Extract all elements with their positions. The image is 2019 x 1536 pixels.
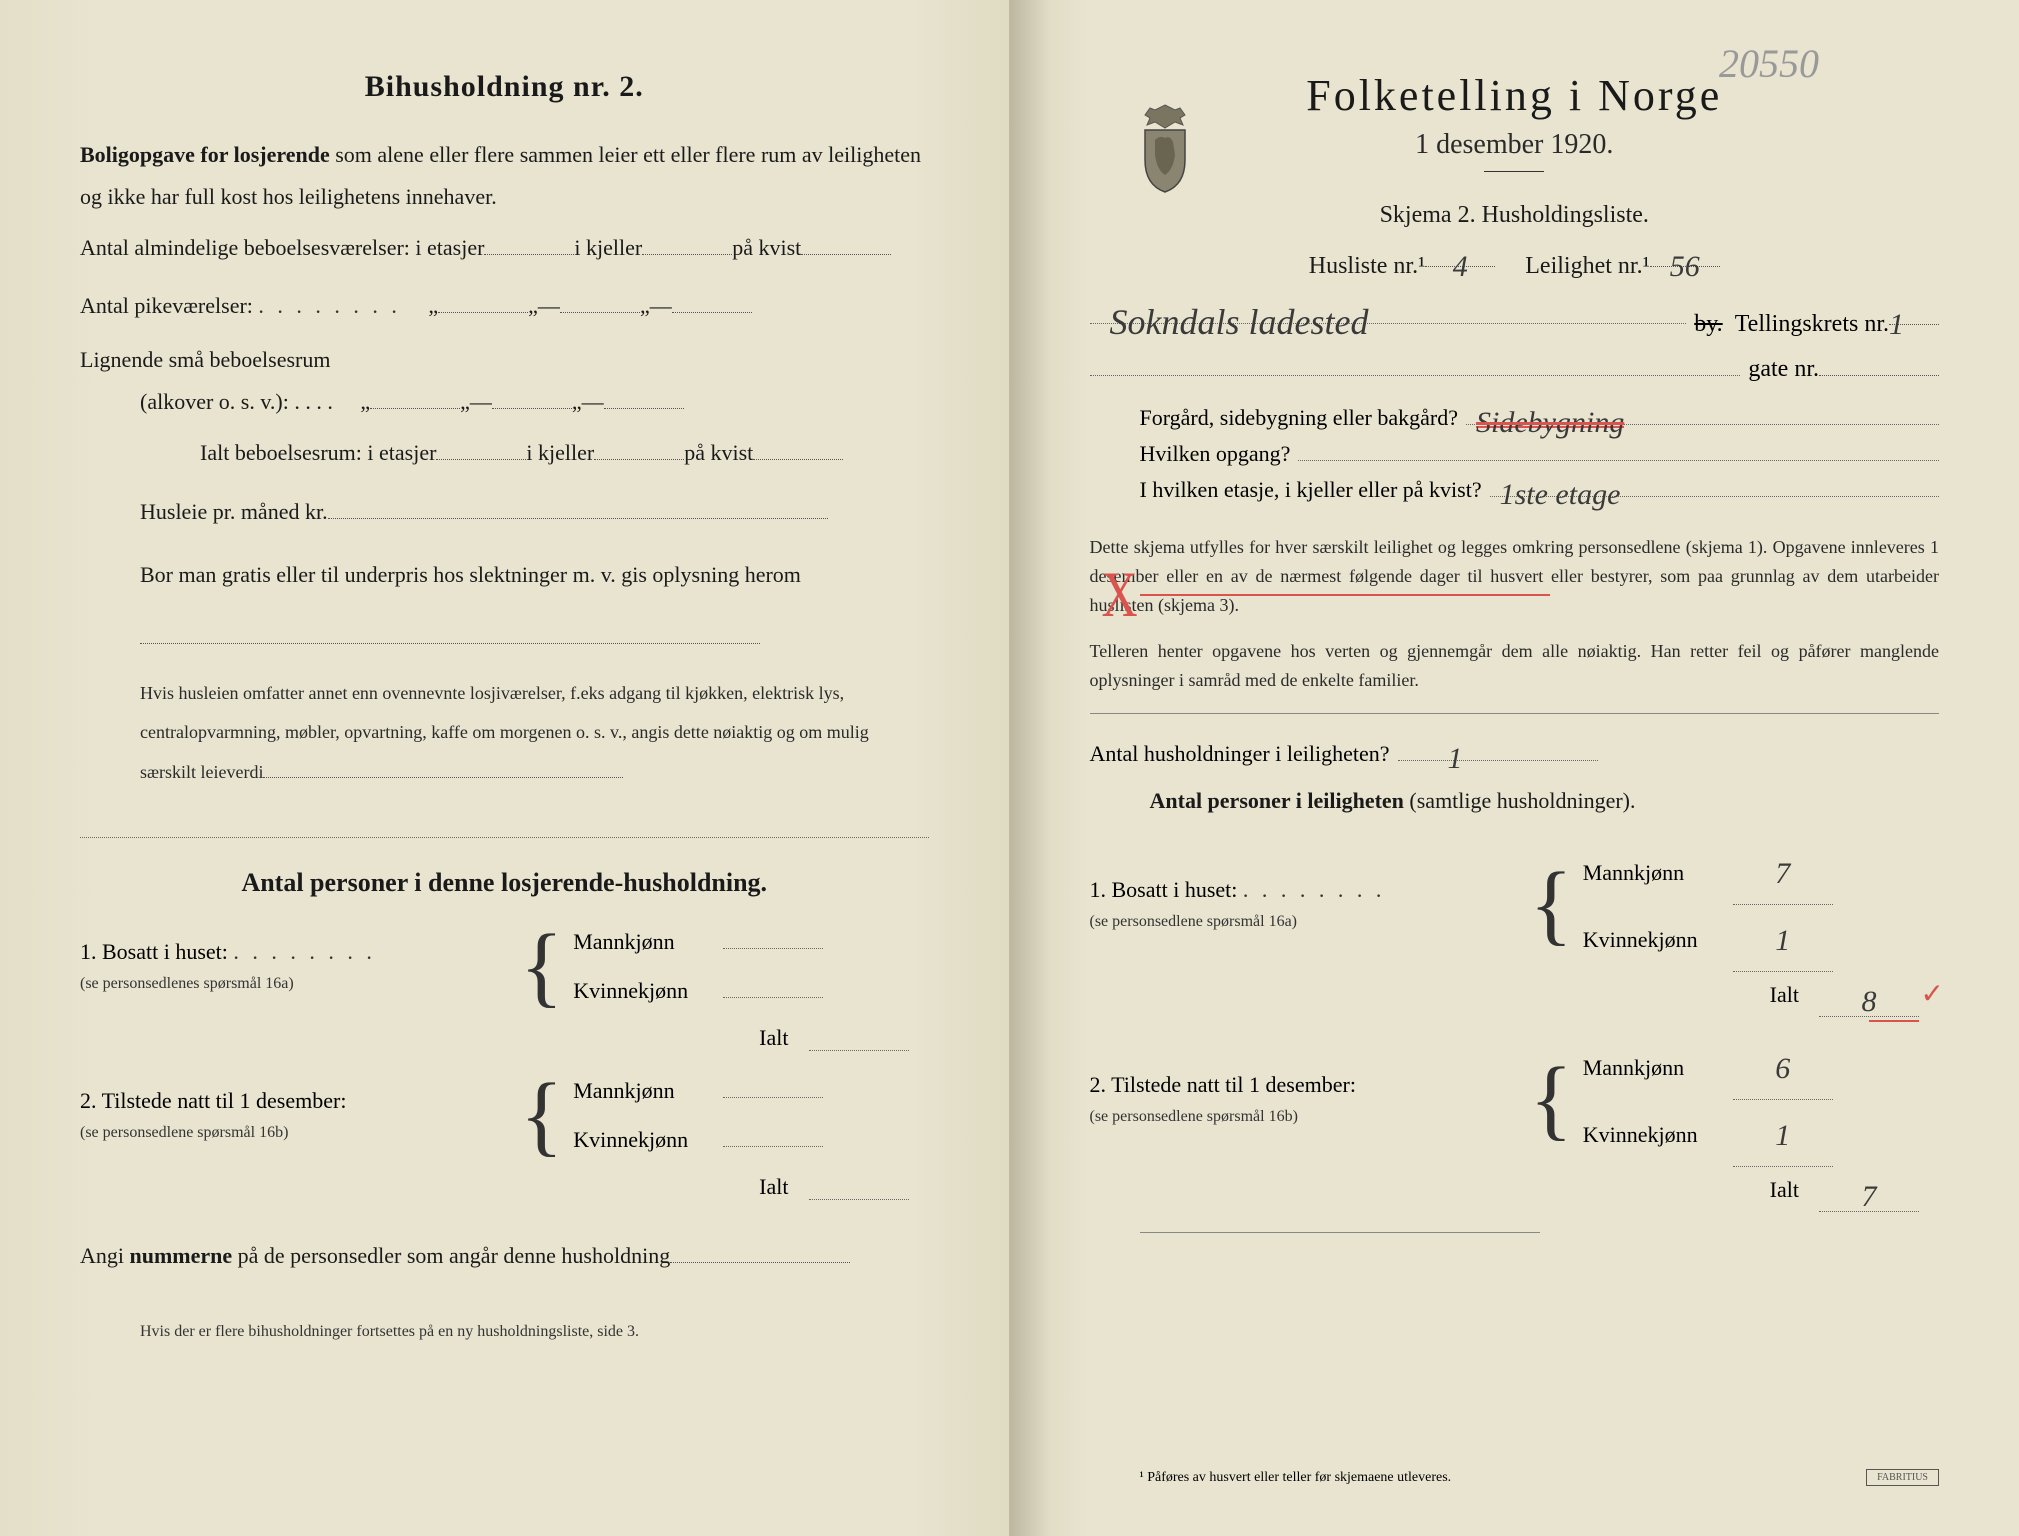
gate-line: gate nr. [1090,350,1940,383]
printer-stamp: FABRITIUS [1866,1469,1939,1486]
blank-field [723,1146,823,1147]
document-number: 20550 [1719,40,1819,87]
households-row: Antal husholdninger i leiligheten? 1 [1090,739,1940,767]
gate-field [1090,350,1741,376]
q2-group-right: 2. Tilstede natt til 1 desember: (se per… [1090,1033,1940,1167]
brace-icon: { [520,935,563,998]
maid-line: Antal pikeværelser: „„—„— [80,280,929,333]
q1-group-left: 1. Bosatt i huset: (se personsedlenes sp… [80,918,929,1015]
city-line: Sokndals ladested by. Tellingskrets nr.1 [1090,298,1940,338]
numbers-line: Angi nummerne på de personsedler som ang… [80,1230,929,1283]
intro-bold: Boligopgave for losjerende [80,142,330,167]
brace-icon: { [520,1084,563,1147]
blank-field [484,235,574,255]
blank-field [723,948,823,949]
instructions-1: Dette skjema utfylles for hver særskilt … [1090,533,1940,619]
brace-icon: { [1530,873,1573,936]
divider [1484,171,1544,172]
blank-field [436,440,526,460]
blank-field [438,293,528,313]
blank-field [1819,356,1939,376]
red-x-mark: X [1102,556,1138,631]
red-underline [1869,1020,1919,1022]
etasje-field: 1ste etage [1490,475,1939,497]
left-page: Bihusholdning nr. 2. Boligopgave for los… [0,0,1010,1536]
blank-field [263,758,623,778]
q1-group-right: 1. Bosatt i huset: (se personsedlene spø… [1090,838,1940,972]
blank-field [670,1243,850,1263]
blank-field [723,1097,823,1098]
opgang-row: Hvilken opgang? [1140,439,1940,467]
instructions-2: Telleren henter opgavene hos verten og g… [1090,637,1940,695]
husliste-field: 4 [1425,247,1495,267]
forgard-field: Sidebygning [1466,403,1939,425]
red-check-mark: ✓ [1921,977,1944,1011]
blank-field [604,389,684,409]
blank-field [594,440,684,460]
q2-kvinne-field: 1 [1733,1100,1833,1167]
blank-field [370,389,460,409]
schema-line: Skjema 2. Husholdingsliste. [1090,202,1940,229]
q2-ialt-field: 7 [1819,1177,1919,1212]
blank-field [809,1174,909,1200]
households-field: 1 [1398,739,1598,761]
rent-line: Husleie pr. måned kr. [140,486,929,539]
q1-mann-field: 7 [1733,838,1833,905]
blank-field [642,235,732,255]
small-rooms-line: Lignende små beboelsesrum (alkover o. s.… [80,339,929,423]
blank-field [560,293,640,313]
persons-heading: Antal personer i leiligheten (samtlige h… [1150,775,1940,828]
divider [1090,713,1940,714]
etasje-row: I hvilken etasje, i kjeller eller på kvi… [1140,475,1940,503]
blank-field [753,440,843,460]
right-subtitle: 1 desember 1920. [1090,129,1940,161]
right-page: 20550 Folketelling i Norge 1 desember 19… [1010,0,2019,1536]
q1-ialt-field: 8 [1819,982,1919,1017]
total-rooms-line: Ialt beboelsesrum: i etasjeri kjellerpå … [200,427,929,480]
blank-field [801,235,891,255]
blank-field [723,997,823,998]
husliste-line: Husliste nr.¹4 Leilighet nr.¹56 [1090,247,1940,280]
blank-field [809,1025,909,1051]
forgard-row: Forgård, sidebygning eller bakgård? Side… [1140,403,1940,431]
city-field: Sokndals ladested [1090,298,1687,324]
leilighet-field: 56 [1650,247,1720,267]
footnote-left: Hvis der er flere bihusholdninger fortse… [140,1323,929,1341]
blank-field [672,293,752,313]
footnote-right: ¹ Påføres av husvert eller teller før sk… [1140,1470,1452,1486]
blank-field [492,389,572,409]
rooms-line: Antal almindelige beboelsesværelser: i e… [80,222,929,275]
telling-field: 1 [1889,305,1939,325]
blank-line [80,810,929,838]
q2-mann-field: 6 [1733,1033,1833,1100]
blank-field [140,624,760,644]
blank-field [328,499,828,519]
intro-paragraph: Boligopgave for losjerende som alene ell… [80,134,929,218]
census-document: Bihusholdning nr. 2. Boligopgave for los… [0,0,2019,1536]
coat-of-arms-icon [1125,100,1205,195]
left-title: Bihusholdning nr. 2. [80,70,929,104]
red-underline [1140,594,1550,596]
free-line: Bor man gratis eller til underpris hos s… [140,544,929,667]
opgang-field [1298,439,1939,461]
divider [1140,1232,1540,1233]
extra-text: Hvis husleien omfatter annet enn ovennev… [140,674,929,793]
brace-icon: { [1530,1068,1573,1131]
q1-kvinne-field: 1 [1733,905,1833,972]
q2-group-left: 2. Tilstede natt til 1 desember: (se per… [80,1067,929,1164]
section-heading-left: Antal personer i denne losjerende-hushol… [80,868,929,898]
